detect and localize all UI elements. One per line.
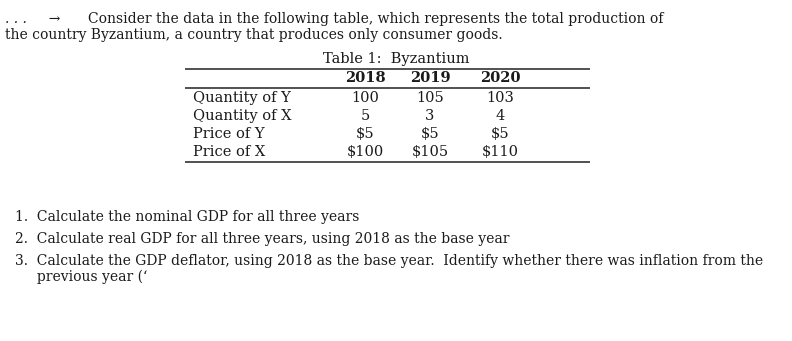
Text: $5: $5 [356, 127, 375, 141]
Text: 2018: 2018 [345, 71, 386, 85]
Text: $5: $5 [421, 127, 440, 141]
Text: 105: 105 [416, 91, 444, 105]
Text: $100: $100 [346, 145, 383, 159]
Text: Quantity of Y: Quantity of Y [193, 91, 291, 105]
Text: 1.  Calculate the nominal GDP for all three years: 1. Calculate the nominal GDP for all thr… [15, 210, 360, 224]
Text: $105: $105 [411, 145, 448, 159]
Text: Quantity of X: Quantity of X [193, 109, 291, 123]
Text: 100: 100 [351, 91, 379, 105]
Text: Price of X: Price of X [193, 145, 265, 159]
Text: 5: 5 [360, 109, 370, 123]
Text: previous year (‘: previous year (‘ [15, 270, 147, 284]
Text: 3.  Calculate the GDP deflator, using 2018 as the base year.  Identify whether t: 3. Calculate the GDP deflator, using 201… [15, 254, 763, 268]
Text: $5: $5 [491, 127, 509, 141]
Text: 3: 3 [425, 109, 435, 123]
Text: 2020: 2020 [480, 71, 520, 85]
Text: Consider the data in the following table, which represents the total production : Consider the data in the following table… [88, 12, 664, 26]
Text: $110: $110 [482, 145, 519, 159]
Text: 2.  Calculate real GDP for all three years, using 2018 as the base year: 2. Calculate real GDP for all three year… [15, 232, 509, 246]
Text: 2019: 2019 [409, 71, 451, 85]
Text: 103: 103 [486, 91, 514, 105]
Text: 4: 4 [495, 109, 505, 123]
Text: Table 1:  Byzantium: Table 1: Byzantium [323, 52, 469, 66]
Text: . . .     →: . . . → [5, 12, 65, 26]
Text: Price of Y: Price of Y [193, 127, 265, 141]
Text: the country Byzantium, a country that produces only consumer goods.: the country Byzantium, a country that pr… [5, 28, 503, 42]
